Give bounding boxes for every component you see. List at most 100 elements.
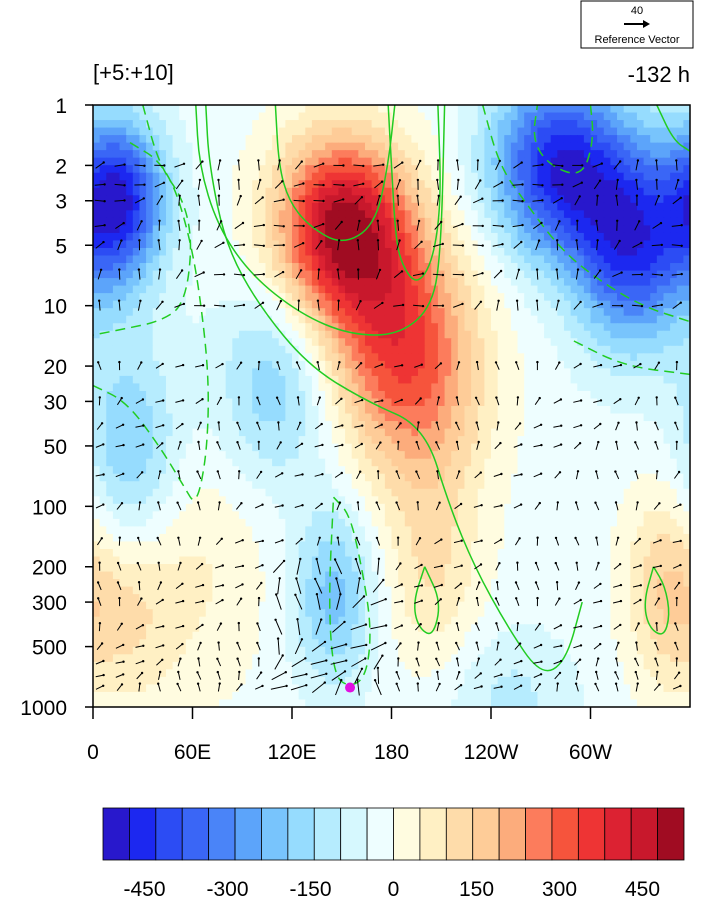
- field-cell: [192, 308, 200, 317]
- field-cell: [165, 421, 174, 430]
- field-cell: [663, 135, 671, 144]
- field-cell: [544, 225, 552, 234]
- field-cell: [491, 406, 499, 415]
- field-cell: [411, 293, 419, 302]
- field-cell: [364, 270, 373, 279]
- field-cell: [371, 428, 379, 437]
- field-cell: [192, 240, 200, 249]
- field-cell: [225, 127, 233, 136]
- field-cell: [225, 338, 233, 347]
- field-cell: [451, 165, 459, 174]
- field-cell: [404, 127, 412, 136]
- field-cell: [132, 270, 141, 279]
- field-cell: [325, 285, 333, 294]
- field-cell: [563, 443, 572, 452]
- field-cell: [106, 458, 114, 467]
- field-cell: [219, 458, 227, 467]
- field-cell: [238, 383, 247, 392]
- field-cell: [305, 518, 313, 527]
- field-cell: [199, 263, 207, 272]
- field-cell: [643, 353, 651, 362]
- field-cell: [683, 285, 690, 294]
- field-cell: [212, 293, 220, 302]
- field-cell: [603, 488, 611, 497]
- field-cell: [418, 278, 426, 287]
- field-cell: [670, 473, 678, 482]
- field-cell: [404, 451, 412, 460]
- field-cell: [358, 473, 366, 482]
- field-cell: [398, 247, 406, 257]
- field-cell: [179, 375, 187, 385]
- field-cell: [504, 225, 512, 234]
- field-cell: [311, 398, 320, 407]
- field-cell: [411, 338, 419, 347]
- field-cell: [298, 105, 306, 114]
- field-cell: [444, 481, 452, 490]
- field-cell: [544, 150, 552, 159]
- field-cell: [212, 383, 220, 392]
- field-cell: [305, 300, 313, 309]
- field-cell: [617, 232, 625, 242]
- field-cell: [656, 503, 665, 512]
- field-cell: [185, 406, 194, 415]
- field-cell: [484, 157, 492, 166]
- field-cell: [437, 368, 446, 377]
- field-cell: [272, 428, 280, 437]
- field-cell: [663, 300, 671, 309]
- field-cell: [146, 390, 154, 400]
- field-cell: [159, 375, 167, 385]
- field-cell: [517, 413, 525, 422]
- field-cell: [411, 323, 419, 332]
- field-cell: [457, 165, 466, 174]
- field-cell: [391, 360, 399, 369]
- field-cell: [119, 413, 127, 422]
- field-cell: [504, 451, 512, 460]
- field-cell: [610, 217, 618, 227]
- field-cell: [570, 488, 578, 497]
- field-cell: [112, 112, 121, 121]
- field-cell: [225, 105, 233, 114]
- field-cell: [597, 135, 605, 144]
- field-cell: [358, 210, 366, 219]
- field-cell: [106, 210, 114, 219]
- field-cell: [258, 150, 267, 159]
- field-cell: [437, 165, 446, 174]
- field-cell: [371, 338, 379, 347]
- field-cell: [225, 413, 233, 422]
- field-cell: [484, 496, 492, 505]
- field-cell: [424, 360, 432, 369]
- field-cell: [265, 263, 273, 272]
- field-cell: [563, 180, 572, 189]
- field-cell: [126, 270, 134, 279]
- field-cell: [517, 120, 525, 129]
- field-cell: [583, 165, 592, 174]
- field-cell: [139, 232, 147, 242]
- field-cell: [676, 172, 684, 181]
- field-cell: [146, 270, 154, 279]
- field-cell: [617, 428, 625, 437]
- field-cell: [484, 217, 492, 227]
- field-cell: [311, 473, 320, 482]
- field-cell: [106, 466, 114, 475]
- field-cell: [577, 496, 585, 505]
- field-cell: [603, 172, 611, 181]
- field-cell: [205, 127, 213, 136]
- field-cell: [418, 157, 426, 166]
- field-cell: [378, 353, 386, 362]
- field-cell: [139, 466, 147, 475]
- field-cell: [471, 428, 479, 437]
- field-cell: [245, 202, 253, 211]
- field-cell: [583, 142, 592, 151]
- field-cell: [418, 458, 426, 467]
- field-cell: [597, 187, 605, 196]
- field-cell: [457, 466, 466, 475]
- field-cell: [544, 383, 552, 392]
- field-cell: [530, 247, 539, 257]
- field-cell: [252, 127, 260, 136]
- field-cell: [477, 180, 485, 189]
- field-cell: [219, 383, 227, 392]
- field-cell: [643, 105, 651, 114]
- reference-arrow-icon: [624, 20, 650, 28]
- field-cell: [524, 473, 532, 482]
- field-cell: [643, 345, 651, 354]
